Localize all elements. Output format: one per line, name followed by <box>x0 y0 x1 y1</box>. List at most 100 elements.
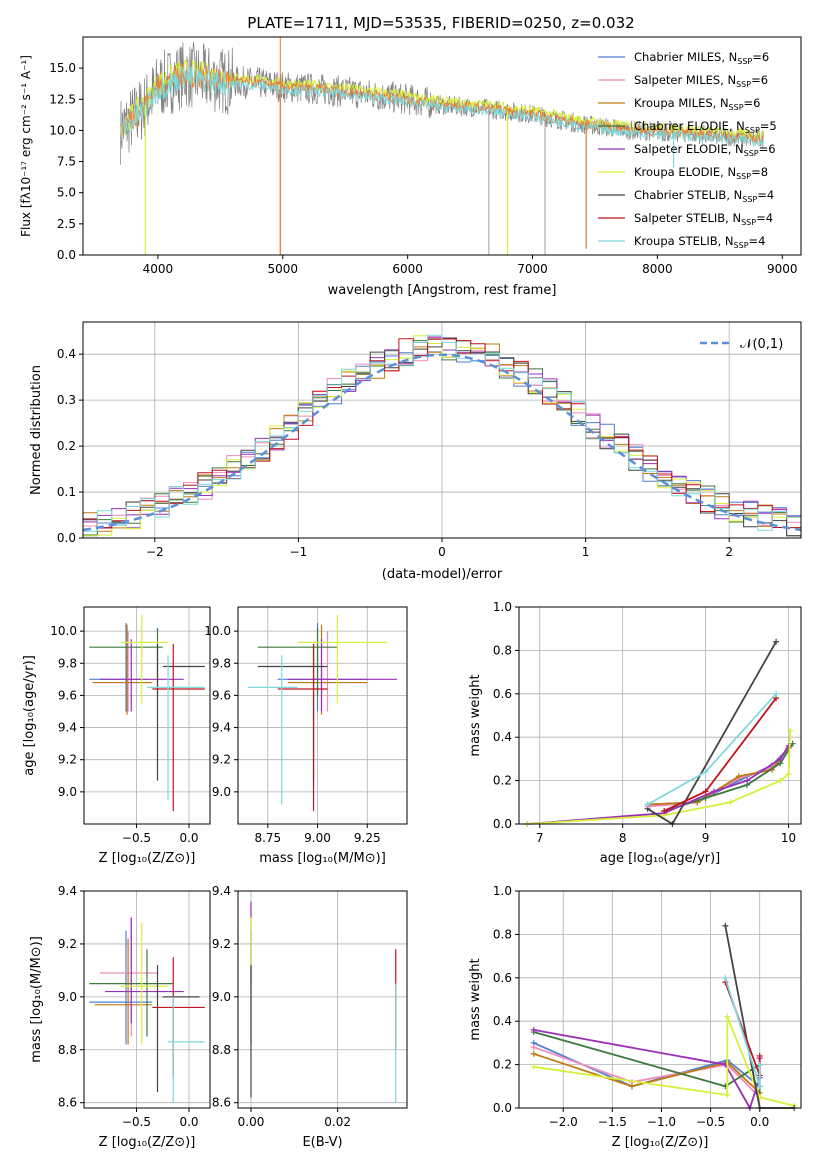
errorbar-point <box>156 965 200 1093</box>
errorbar-point <box>247 655 298 805</box>
y-tick-label: 0.6 <box>493 971 512 985</box>
series-marker <box>702 788 709 795</box>
series-marker <box>756 1052 763 1059</box>
y-tick-label: 9.0 <box>212 785 231 799</box>
y-tick-label: 8.8 <box>58 1043 77 1057</box>
y-axis-label: age [log₁₀(age/yr)] <box>22 655 37 776</box>
x-tick-label: 6000 <box>392 262 423 276</box>
series-marker <box>628 1083 635 1090</box>
x-tick-label: −1.5 <box>598 1115 627 1129</box>
x-tick-label: 9000 <box>767 262 798 276</box>
spectrum-frame <box>82 36 802 256</box>
spectrum-panel: PLATE=1711, MJD=53535, FIBERID=0250, z=0… <box>19 14 802 298</box>
y-tick-label: 9.0 <box>58 990 77 1004</box>
y-tick-label: 0.3 <box>57 393 76 407</box>
residuals-legend: 𝒩(0,1) <box>700 337 783 352</box>
y-tick-label: 0.8 <box>493 927 512 941</box>
x-axis-label: Z [log₁₀(Z/Z⊙)] <box>99 851 196 866</box>
y-tick-label: 9.2 <box>58 753 77 767</box>
y-tick-label: 8.6 <box>58 1096 77 1110</box>
y-tick-label: 1.0 <box>493 600 512 614</box>
y-tick-label: 10.0 <box>49 123 76 137</box>
errorbar-point <box>147 655 205 800</box>
errorbar-point <box>120 922 168 1045</box>
legend-label: Chabrier ELODIE, NSSP=5 <box>634 119 777 135</box>
plot-frame <box>83 890 211 1109</box>
series-marker <box>789 740 796 747</box>
y-axis-label: mass weight <box>468 674 483 756</box>
residuals-xlabel: (data-model)/error <box>382 567 503 582</box>
y-tick-label: 9.2 <box>58 937 77 951</box>
age-vs-mass-panel: 8.75 9.00 9.25 9.0 9.2 9.4 9.6 9.8 10.0 mass [log… <box>204 606 408 866</box>
y-tick-label: 8.8 <box>212 1043 231 1057</box>
y-tick-label: 5.0 <box>57 186 76 200</box>
series-marker <box>756 1061 763 1068</box>
plot-frame <box>518 890 802 1109</box>
errorbar-point <box>156 643 205 781</box>
series-marker <box>722 922 729 929</box>
x-tick-label: 9 <box>702 831 710 845</box>
y-tick-label: 0.2 <box>493 774 512 788</box>
y-tick-label: 0.0 <box>57 248 76 262</box>
y-tick-label: 0.2 <box>493 1058 512 1072</box>
series-marker <box>702 768 709 775</box>
y-tick-label: 10.0 <box>204 624 231 638</box>
y-tick-label: 0.6 <box>493 687 512 701</box>
x-tick-label: 7 <box>536 831 544 845</box>
x-tick-label: 10 <box>781 831 796 845</box>
x-tick-label: −1 <box>290 545 308 559</box>
errorbar-point <box>395 983 397 1103</box>
x-tick-label: −0.5 <box>122 831 151 845</box>
series-marker <box>710 788 717 795</box>
y-tick-label: 0.1 <box>57 485 76 499</box>
series-marker <box>773 690 780 697</box>
x-tick-label: 9.00 <box>304 831 331 845</box>
series-marker <box>661 807 668 814</box>
legend-label: Chabrier STELIB, NSSP=4 <box>634 188 774 204</box>
mass-vs-extinction-panel: 0.00 0.02 8.6 8.8 9.0 9.2 9.4 E(B-V) <box>212 884 408 1150</box>
errorbar-point <box>297 615 388 704</box>
y-tick-label: 9.4 <box>212 884 231 898</box>
plot-content <box>247 615 398 812</box>
series-marker <box>787 727 794 734</box>
legend-label: Kroupa STELIB, NSSP=4 <box>634 234 765 250</box>
y-tick-label: 10.0 <box>50 624 77 638</box>
x-tick-label: 0.00 <box>238 1115 265 1129</box>
plot-content <box>524 638 796 827</box>
x-tick-label: −2 <box>146 545 164 559</box>
plot-frame <box>83 606 211 825</box>
spectrum-ylabel: Flux [fλ10⁻¹⁷ erg cm⁻² s⁻¹ A⁻¹] <box>19 55 33 237</box>
y-tick-label: 0.0 <box>493 817 512 831</box>
y-tick-label: 15.0 <box>49 61 76 75</box>
weight-vs-age-panel: 7 8 9 10 0.0 0.2 0.4 0.6 0.8 1.0 age [log₁₀(age/yr… <box>468 600 802 866</box>
legend-label: Salpeter ELODIE, NSSP=6 <box>634 142 776 158</box>
x-axis-label: mass [log₁₀(M/M⊙)] <box>259 851 386 866</box>
x-tick-label: 4000 <box>143 262 174 276</box>
y-tick-label: 9.4 <box>58 884 77 898</box>
errorbar-point <box>257 627 338 696</box>
x-tick-label: 7000 <box>517 262 548 276</box>
weight-vs-metallicity-panel: −2.0 −1.5 −1.0 −0.5 0.0 0.0 0.2 0.4 0.6 0.8 1.0 Z [… <box>468 884 802 1150</box>
errorbar-point <box>120 615 168 704</box>
y-tick-label: 9.0 <box>58 785 77 799</box>
y-tick-label: 9.8 <box>212 656 231 670</box>
errorbar-point <box>277 643 328 812</box>
plot-frame <box>237 606 408 825</box>
errorbar-point <box>287 639 398 712</box>
series-marker <box>727 799 734 806</box>
series-marker <box>530 1063 537 1070</box>
series-marker <box>756 1083 763 1090</box>
legend-label: Kroupa ELODIE, NSSP=8 <box>634 165 768 181</box>
spectrum-lines <box>120 37 764 255</box>
y-tick-label: 0.2 <box>57 439 76 453</box>
series-marker <box>785 742 792 749</box>
series-marker <box>785 771 792 778</box>
mass-vs-metallicity-panel: −0.5 0.0 8.6 8.8 9.0 9.2 9.4 Z [log₁₀(Z/Z⊙)] mas… <box>29 884 211 1150</box>
y-tick-label: 0.0 <box>57 531 76 545</box>
model-spectrum-line <box>120 66 764 148</box>
x-tick-label: 0.0 <box>750 1115 769 1129</box>
x-tick-label: −0.5 <box>122 1115 151 1129</box>
y-tick-label: 9.2 <box>212 753 231 767</box>
x-tick-label: 5000 <box>268 262 299 276</box>
age-vs-metallicity-panel: −0.5 0.0 9.0 9.2 9.4 9.6 9.8 10.0 Z [log₁₀(Z/Z⊙)… <box>22 606 211 866</box>
